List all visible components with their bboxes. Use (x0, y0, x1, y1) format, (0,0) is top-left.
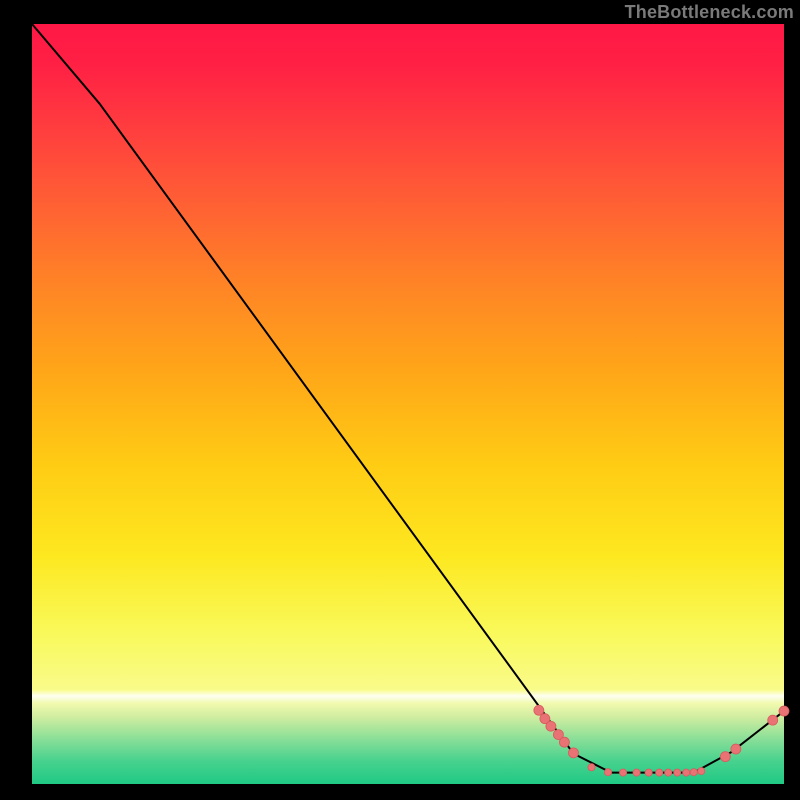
data-point (604, 769, 611, 776)
data-point (731, 744, 741, 754)
data-point (690, 769, 697, 776)
data-point (559, 737, 569, 747)
data-point (779, 706, 789, 716)
data-point (683, 769, 690, 776)
data-point (534, 705, 544, 715)
data-point (674, 769, 681, 776)
watermark-label: TheBottleneck.com (625, 2, 794, 23)
data-point (656, 769, 663, 776)
data-point (698, 767, 705, 774)
data-point (568, 748, 578, 758)
data-point (588, 764, 595, 771)
data-point (768, 715, 778, 725)
data-point (645, 769, 652, 776)
data-point (619, 769, 626, 776)
data-point (546, 721, 556, 731)
chart-container: TheBottleneck.com (0, 0, 800, 800)
data-point (665, 769, 672, 776)
chart-svg (0, 0, 800, 800)
plot-background (32, 24, 784, 784)
data-point (633, 769, 640, 776)
data-point (720, 752, 730, 762)
